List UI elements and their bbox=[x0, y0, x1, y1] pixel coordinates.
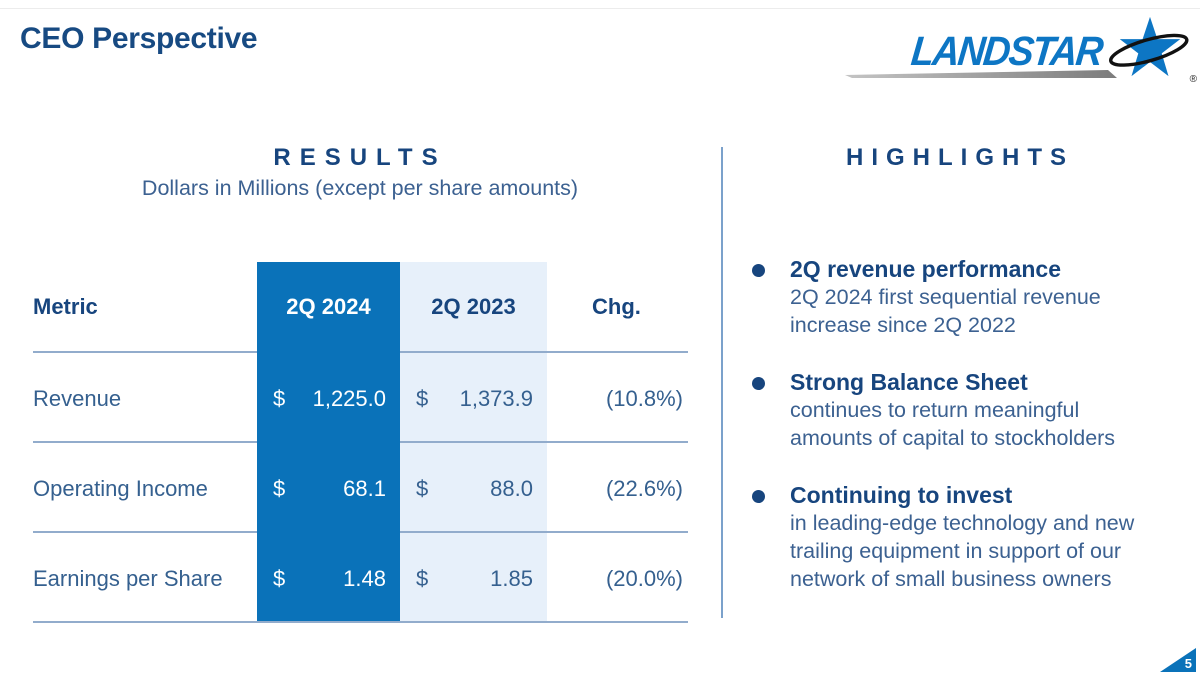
cell-value: 68.1 bbox=[343, 476, 386, 501]
highlights-heading: HIGHLIGHTS bbox=[846, 144, 1074, 171]
cell-value: 1,373.9 bbox=[459, 386, 533, 411]
bullet-body: continues to return meaningful amounts o… bbox=[790, 398, 1116, 450]
cell-2q2023: $ 1,373.9 bbox=[400, 386, 547, 412]
cell-2q2023: $ 88.0 bbox=[400, 476, 547, 502]
bullet-title: Strong Balance Sheet bbox=[790, 369, 1028, 395]
table-header-2q2024: 2Q 2024 bbox=[286, 294, 371, 319]
page-number: 5 bbox=[1184, 656, 1192, 671]
cell-value: 1,225.0 bbox=[312, 386, 386, 411]
currency-symbol: $ bbox=[273, 566, 286, 591]
page-corner-triangle bbox=[1160, 648, 1196, 672]
bullet-icon bbox=[752, 377, 765, 390]
list-item: Continuing to invest in leading-edge tec… bbox=[752, 482, 1182, 593]
table-header-metric: Metric bbox=[33, 294, 98, 319]
table-rule bbox=[33, 621, 688, 623]
row-label: Revenue bbox=[33, 386, 122, 411]
table-header-2q2023: 2Q 2023 bbox=[431, 294, 516, 319]
cell-value: 88.0 bbox=[490, 476, 533, 501]
highlights-list: 2Q revenue performance 2Q 2024 first seq… bbox=[752, 256, 1182, 593]
list-item: Strong Balance Sheet continues to return… bbox=[752, 369, 1182, 452]
row-label: Earnings per Share bbox=[33, 566, 223, 591]
currency-symbol: $ bbox=[416, 566, 429, 591]
cell-chg: (10.8%) bbox=[605, 386, 683, 411]
landstar-wordmark: LANDSTAR bbox=[909, 28, 1104, 74]
cell-chg: (22.6%) bbox=[605, 476, 683, 501]
currency-symbol: $ bbox=[273, 476, 286, 501]
cell-value: 1.48 bbox=[343, 566, 386, 591]
slide-top-border bbox=[0, 8, 1200, 9]
bullet-icon bbox=[752, 490, 765, 503]
row-label: Operating Income bbox=[33, 476, 208, 501]
currency-symbol: $ bbox=[416, 476, 429, 501]
page-title: CEO Perspective bbox=[20, 22, 258, 55]
bullet-body: in leading-edge technology and new trail… bbox=[790, 511, 1135, 591]
results-heading: RESULTS bbox=[273, 144, 447, 171]
landstar-star-icon bbox=[1109, 16, 1189, 77]
results-subheading: Dollars in Millions (except per share am… bbox=[141, 176, 579, 200]
cell-value: 1.85 bbox=[490, 566, 533, 591]
table-header-chg: Chg. bbox=[592, 294, 641, 319]
cell-2q2024: $ 1.48 bbox=[257, 566, 400, 592]
cell-2q2024: $ 68.1 bbox=[257, 476, 400, 502]
cell-chg: (20.0%) bbox=[605, 566, 683, 591]
list-item: 2Q revenue performance 2Q 2024 first seq… bbox=[752, 256, 1182, 339]
landstar-logo: LANDSTAR ® bbox=[845, 12, 1197, 90]
currency-symbol: $ bbox=[416, 386, 429, 411]
cell-2q2023: $ 1.85 bbox=[400, 566, 547, 592]
registered-trademark: ® bbox=[1189, 74, 1197, 85]
logo-swoosh bbox=[845, 70, 1117, 78]
currency-symbol: $ bbox=[273, 386, 286, 411]
cell-2q2024: $ 1,225.0 bbox=[257, 386, 400, 412]
bullet-title: 2Q revenue performance bbox=[790, 256, 1062, 282]
bullet-body: 2Q 2024 first sequential revenue increas… bbox=[790, 285, 1101, 337]
section-divider bbox=[721, 147, 723, 618]
bullet-icon bbox=[752, 264, 765, 277]
bullet-title: Continuing to invest bbox=[790, 482, 1013, 508]
column-highlight-2q2024 bbox=[257, 262, 400, 622]
